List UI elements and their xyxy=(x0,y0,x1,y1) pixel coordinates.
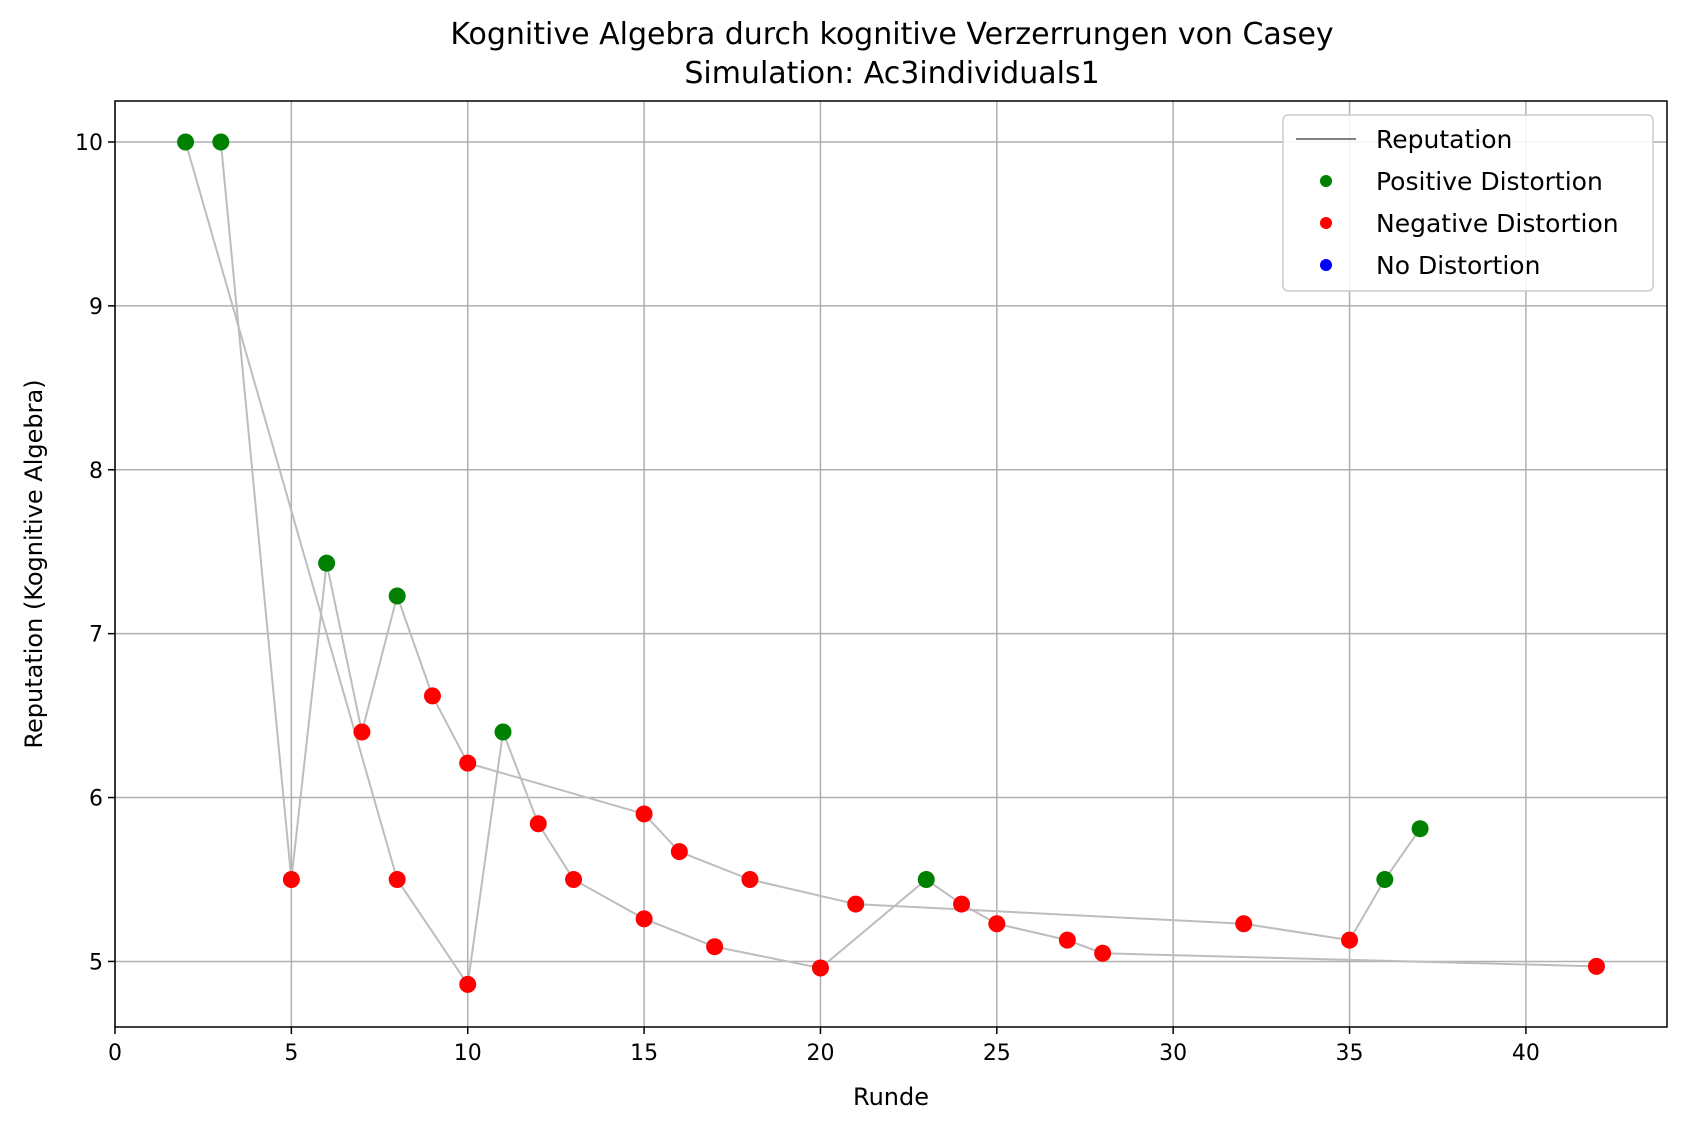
negative-distortion-point xyxy=(635,910,653,928)
x-tick-label: 0 xyxy=(108,1041,122,1066)
negative-distortion-point xyxy=(741,870,759,888)
y-tick-label: 10 xyxy=(75,131,103,156)
x-tick-label: 10 xyxy=(454,1041,482,1066)
negative-distortion-point xyxy=(847,895,865,913)
y-tick-label: 8 xyxy=(89,459,103,484)
positive-distortion-point xyxy=(212,133,230,151)
negative-distortion-point xyxy=(353,723,371,741)
y-tick-label: 7 xyxy=(89,623,103,648)
negative-distortion-point xyxy=(670,843,688,861)
negative-distortion-point xyxy=(953,895,971,913)
legend-label-negative-distortion: Negative Distortion xyxy=(1376,209,1619,238)
legend-marker-negative-distortion xyxy=(1320,217,1332,229)
x-tick-label: 25 xyxy=(983,1041,1011,1066)
negative-distortion-point xyxy=(529,815,547,833)
negative-distortion-point xyxy=(423,687,441,705)
positive-distortion-point xyxy=(1411,820,1429,838)
x-tick-label: 35 xyxy=(1336,1041,1364,1066)
negative-distortion-point xyxy=(459,975,477,993)
positive-distortion-point xyxy=(917,870,935,888)
legend-box xyxy=(1282,114,1654,292)
x-tick-label: 30 xyxy=(1159,1041,1187,1066)
x-axis-label: Runde xyxy=(853,1083,929,1111)
distortion-markers xyxy=(177,133,1605,993)
negative-distortion-point xyxy=(459,754,477,772)
legend: Reputation Positive Distortion Negative Di… xyxy=(1282,114,1654,292)
legend-label-positive-distortion: Positive Distortion xyxy=(1376,167,1603,196)
positive-distortion-point xyxy=(1376,870,1394,888)
negative-distortion-point xyxy=(388,870,406,888)
x-tick-label: 20 xyxy=(806,1041,834,1066)
positive-distortion-point xyxy=(177,133,195,151)
chart-title: Kognitive Algebra durch kognitive Verzer… xyxy=(450,17,1333,52)
negative-distortion-point xyxy=(1235,915,1253,933)
negative-distortion-point xyxy=(1058,931,1076,949)
y-tick-label: 6 xyxy=(89,787,103,812)
positive-distortion-point xyxy=(318,554,336,572)
negative-distortion-point xyxy=(988,915,1006,933)
negative-distortion-point xyxy=(1587,957,1605,975)
x-tick-label: 5 xyxy=(284,1041,298,1066)
positive-distortion-point xyxy=(388,587,406,605)
legend-label-no-distortion: No Distortion xyxy=(1376,251,1540,280)
chart-subtitle: Simulation: Ac3individuals1 xyxy=(684,56,1099,91)
positive-distortion-point xyxy=(494,723,512,741)
negative-distortion-point xyxy=(1094,944,1112,962)
x-tick-label: 15 xyxy=(630,1041,658,1066)
y-tick-label: 9 xyxy=(89,295,103,320)
negative-distortion-point xyxy=(1341,931,1359,949)
legend-label-reputation: Reputation xyxy=(1376,125,1512,154)
negative-distortion-point xyxy=(282,870,300,888)
negative-distortion-point xyxy=(811,959,829,977)
negative-distortion-point xyxy=(706,938,724,956)
legend-marker-no-distortion xyxy=(1320,259,1332,271)
y-axis-label: Reputation (Kognitive Algebra) xyxy=(20,379,48,748)
x-tick-label: 40 xyxy=(1512,1041,1540,1066)
y-tick-label: 5 xyxy=(89,950,103,975)
negative-distortion-point xyxy=(635,805,653,823)
plot-frame xyxy=(114,100,1668,1028)
axis-ticks: 0 5 10 15 20 25 30 35 40 5 6 7 8 9 10 xyxy=(75,131,1540,1066)
negative-distortion-point xyxy=(565,870,583,888)
legend-marker-positive-distortion xyxy=(1320,175,1332,187)
